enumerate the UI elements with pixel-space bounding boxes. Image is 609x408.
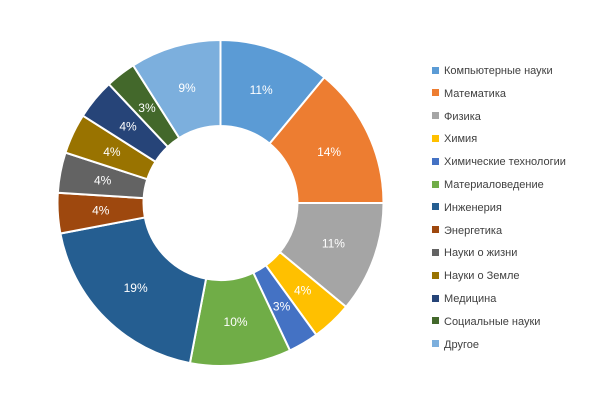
legend-swatch <box>432 112 439 120</box>
slice-7 <box>59 216 208 365</box>
slice-label-4: 4% <box>294 283 312 297</box>
legend-swatch <box>432 180 439 188</box>
slice-label-10: 4% <box>103 145 121 159</box>
legend-item-1: Компьютерные науки <box>432 60 566 83</box>
legend-item-13: Другое <box>432 334 566 357</box>
slice-label-1: 11% <box>250 83 273 97</box>
legend-label: Химия <box>444 133 478 146</box>
legend-swatch <box>432 226 439 234</box>
donut-svg: 11%14%11%4%3%10%19%4%4%4%4%3%9% <box>56 38 385 367</box>
legend-label: Медицина <box>444 292 497 305</box>
slice-label-11: 4% <box>119 120 137 134</box>
legend-swatch <box>432 203 439 211</box>
legend-label: Инженерия <box>444 201 502 214</box>
legend-label: Математика <box>444 87 506 100</box>
legend-item-5: Химические технологии <box>432 151 566 174</box>
legend-swatch <box>432 248 439 256</box>
slice-label-2: 14% <box>317 145 341 159</box>
legend-item-8: Энергетика <box>432 220 566 243</box>
legend-swatch <box>432 89 439 97</box>
legend-item-3: Физика <box>432 106 566 129</box>
legend-swatch <box>432 157 439 165</box>
legend-swatch <box>432 134 439 142</box>
legend-item-12: Социальные науки <box>432 311 566 334</box>
legend-label: Социальные науки <box>444 315 541 328</box>
slice-label-12: 3% <box>138 101 156 115</box>
legend-item-2: Математика <box>432 83 566 106</box>
slice-label-9: 4% <box>94 174 112 188</box>
legend-swatch <box>432 340 439 348</box>
legend-label: Науки о Земле <box>444 270 520 283</box>
legend: Компьютерные науки Математика Физика Химия Х… <box>432 60 566 356</box>
slice-13 <box>131 38 222 140</box>
legend-label: Другое <box>444 338 479 351</box>
legend-item-7: Инженерия <box>432 197 566 220</box>
legend-item-6: Материаловедение <box>432 174 566 197</box>
slice-label-13: 9% <box>178 81 196 95</box>
legend-swatch <box>432 294 439 302</box>
slice-label-5: 3% <box>273 299 291 313</box>
legend-item-10: Науки о Земле <box>432 265 566 288</box>
legend-item-4: Химия <box>432 128 566 151</box>
slice-label-3: 11% <box>322 237 345 251</box>
legend-item-9: Науки о жизни <box>432 242 566 265</box>
slice-label-7: 19% <box>124 281 148 295</box>
slice-label-8: 4% <box>92 204 110 218</box>
slice-label-6: 10% <box>224 315 248 329</box>
legend-label: Энергетика <box>444 224 503 237</box>
legend-label: Химические технологии <box>444 156 566 169</box>
legend-label: Физика <box>444 110 481 123</box>
legend-swatch <box>432 66 439 74</box>
legend-label: Материаловедение <box>444 178 544 191</box>
legend-swatch <box>432 317 439 325</box>
legend-item-11: Медицина <box>432 288 566 311</box>
legend-swatch <box>432 271 439 279</box>
legend-label: Компьютерные науки <box>444 65 553 77</box>
legend-label: Науки о жизни <box>444 247 518 260</box>
